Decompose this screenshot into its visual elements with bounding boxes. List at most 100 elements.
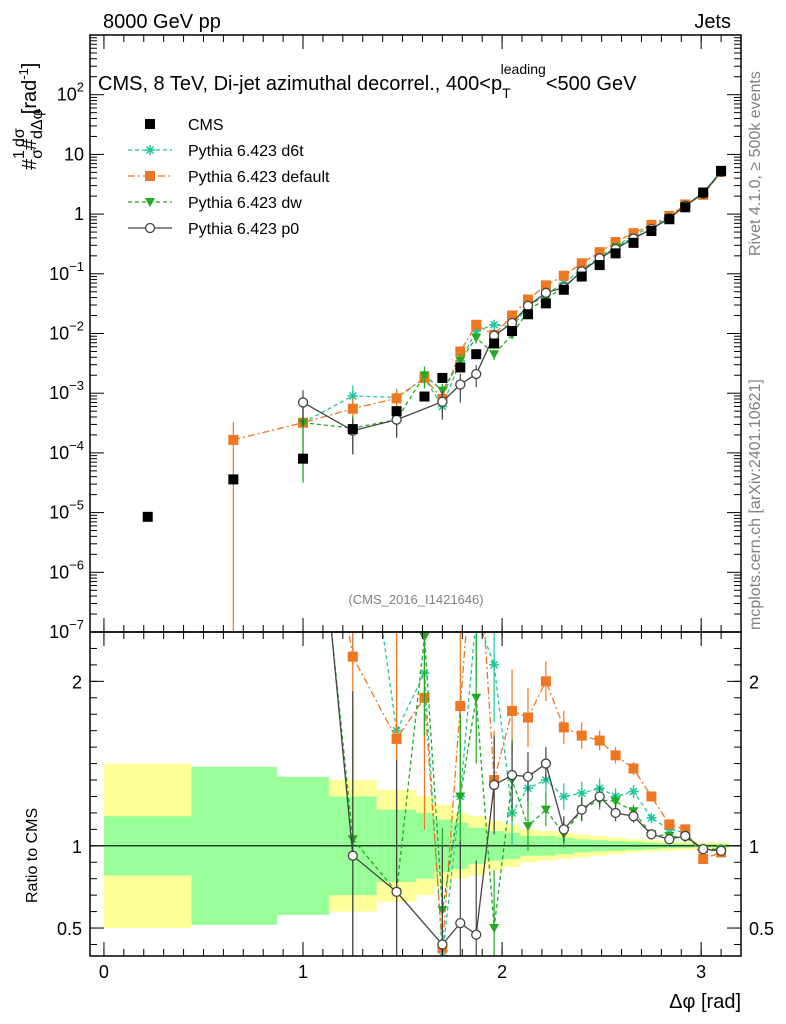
y-tick-base: 10 <box>49 264 69 284</box>
series-1-point <box>471 326 482 337</box>
legend-item: Pythia 6.423 dw <box>128 195 302 212</box>
y-tick-exponent: −6 <box>69 557 84 572</box>
cms-data-point <box>455 362 466 373</box>
cms-data-point <box>489 338 500 349</box>
y-label-frac2-den: dΔφ <box>29 109 46 139</box>
cms-data-point <box>228 474 239 485</box>
analysis-watermark: (CMS_2016_I1421646) <box>348 592 483 607</box>
main-plot-area <box>142 165 727 632</box>
series-4-point <box>540 287 552 298</box>
header-right-label: Jets <box>694 11 731 33</box>
series-4-ratio-point <box>522 771 534 782</box>
series-2-ratio-point <box>646 791 657 802</box>
series-2-point <box>594 247 605 258</box>
y-label-frac2-num: dσ <box>11 128 28 147</box>
ratio-y-tick-label-left: 0.5 <box>57 919 82 939</box>
cms-data-point <box>628 237 639 248</box>
series-2-ratio-point <box>594 735 605 746</box>
series-4-ratio-point <box>664 834 675 845</box>
y-tick-label: 10−5 <box>49 498 84 523</box>
series-2-point <box>576 258 587 269</box>
series-4-ratio-point <box>698 843 709 855</box>
y-tick-base: 10 <box>49 383 69 403</box>
y-tick-base: 1 <box>74 204 84 224</box>
svg-text:#σ1#dΔφdσ[rad-1]: #σ1#dΔφdσ[rad-1] <box>11 63 46 170</box>
series-3-point <box>455 356 466 366</box>
cms-data-point <box>594 260 605 271</box>
cms-data-point <box>437 372 448 383</box>
series-2-ratio-point <box>507 705 518 716</box>
cms-data-point <box>680 202 691 213</box>
legend-item: Pythia 6.423 d6t <box>128 143 304 160</box>
y-tick-label: 10−4 <box>49 438 84 463</box>
y-tick-label: 10−6 <box>49 557 84 582</box>
series-3-ratio-point <box>419 632 430 642</box>
series-4-ratio-point <box>680 830 691 842</box>
y-tick-exponent: −2 <box>69 319 84 334</box>
series-1-line <box>302 170 722 424</box>
series-4-point <box>391 414 402 425</box>
series-2-point <box>471 319 482 330</box>
cms-data-point <box>347 424 358 435</box>
y-tick-base: 10 <box>49 324 69 344</box>
legend-item: CMS <box>145 117 224 134</box>
series-2-point <box>540 280 551 291</box>
series-4-ratio-point <box>488 779 500 791</box>
series-2-point <box>522 294 533 305</box>
series-4-point <box>471 368 482 380</box>
series-3-ratio-point <box>540 805 551 815</box>
y-label-frac1-num: 1 <box>11 150 28 159</box>
x-tick-label: 0 <box>99 962 109 982</box>
series-4-line <box>302 171 722 432</box>
series-1-ratio-point <box>646 812 657 823</box>
series-3-ratio-point <box>298 348 308 357</box>
cms-data-point <box>664 214 675 225</box>
y-label-frac1-den: σ <box>29 149 46 159</box>
cms-data-point <box>298 453 309 464</box>
cms-data-point <box>522 309 533 320</box>
chart-title-sub: T <box>502 85 511 101</box>
cms-data <box>142 165 727 522</box>
series-4-ratio-point <box>715 845 727 856</box>
legend-label: Pythia 6.423 p0 <box>188 221 299 238</box>
legend-label: CMS <box>188 117 224 134</box>
x-axis-label: Δφ [rad] <box>669 991 741 1013</box>
chart-title: CMS, 8 TeV, Di-jet azimuthal decorrel., … <box>98 61 637 101</box>
ratio-y-tick-label-left: 2 <box>72 672 82 692</box>
cms-data-point <box>391 406 402 417</box>
chart-title-sup: leading <box>501 61 546 77</box>
y-tick-exponent: −1 <box>69 259 84 274</box>
series-4-ratio-point <box>576 804 587 815</box>
series-4-ratio-point <box>455 917 466 929</box>
x-tick-label: 2 <box>497 962 507 982</box>
series-3-point <box>471 333 482 343</box>
series-1-ratio-point <box>489 659 500 670</box>
y-tick-exponent: −3 <box>69 378 84 393</box>
series-2-ratio-point <box>298 347 308 357</box>
series-3-point <box>489 350 500 360</box>
series-2-ratio-point <box>347 651 358 662</box>
y-tick-label: 102 <box>57 80 84 105</box>
series-3-point <box>419 371 430 381</box>
y-label-hash-2: # <box>19 138 41 150</box>
y-axis-label-bottom: Ratio to CMS <box>24 808 41 903</box>
cms-data-point <box>540 298 551 309</box>
y-tick-exponent: 2 <box>77 80 84 95</box>
cms-data-point <box>419 391 430 402</box>
series-4-ratio-point <box>628 811 639 822</box>
legend-marker <box>145 198 155 207</box>
cms-data-point <box>558 284 569 295</box>
series-4-ratio-point <box>471 929 482 940</box>
y-tick-base: 10 <box>49 622 69 642</box>
y-tick-label: 10−7 <box>49 617 84 642</box>
y-tick-label: 10−3 <box>49 378 84 403</box>
legend-label: Pythia 6.423 dw <box>188 195 302 212</box>
series-2-point <box>558 270 569 281</box>
axes: 0 1 2 310210110−110−210−310−410−510−610−70.… <box>49 34 774 982</box>
series-3-ratio-point <box>471 693 482 703</box>
series-3-ratio-point <box>489 924 500 934</box>
chart-title-tail: <500 GeV <box>546 73 637 95</box>
series-3-ratio-point <box>610 797 621 807</box>
y-tick-base: 10 <box>49 562 69 582</box>
y-tick-label: 10−2 <box>49 319 84 344</box>
